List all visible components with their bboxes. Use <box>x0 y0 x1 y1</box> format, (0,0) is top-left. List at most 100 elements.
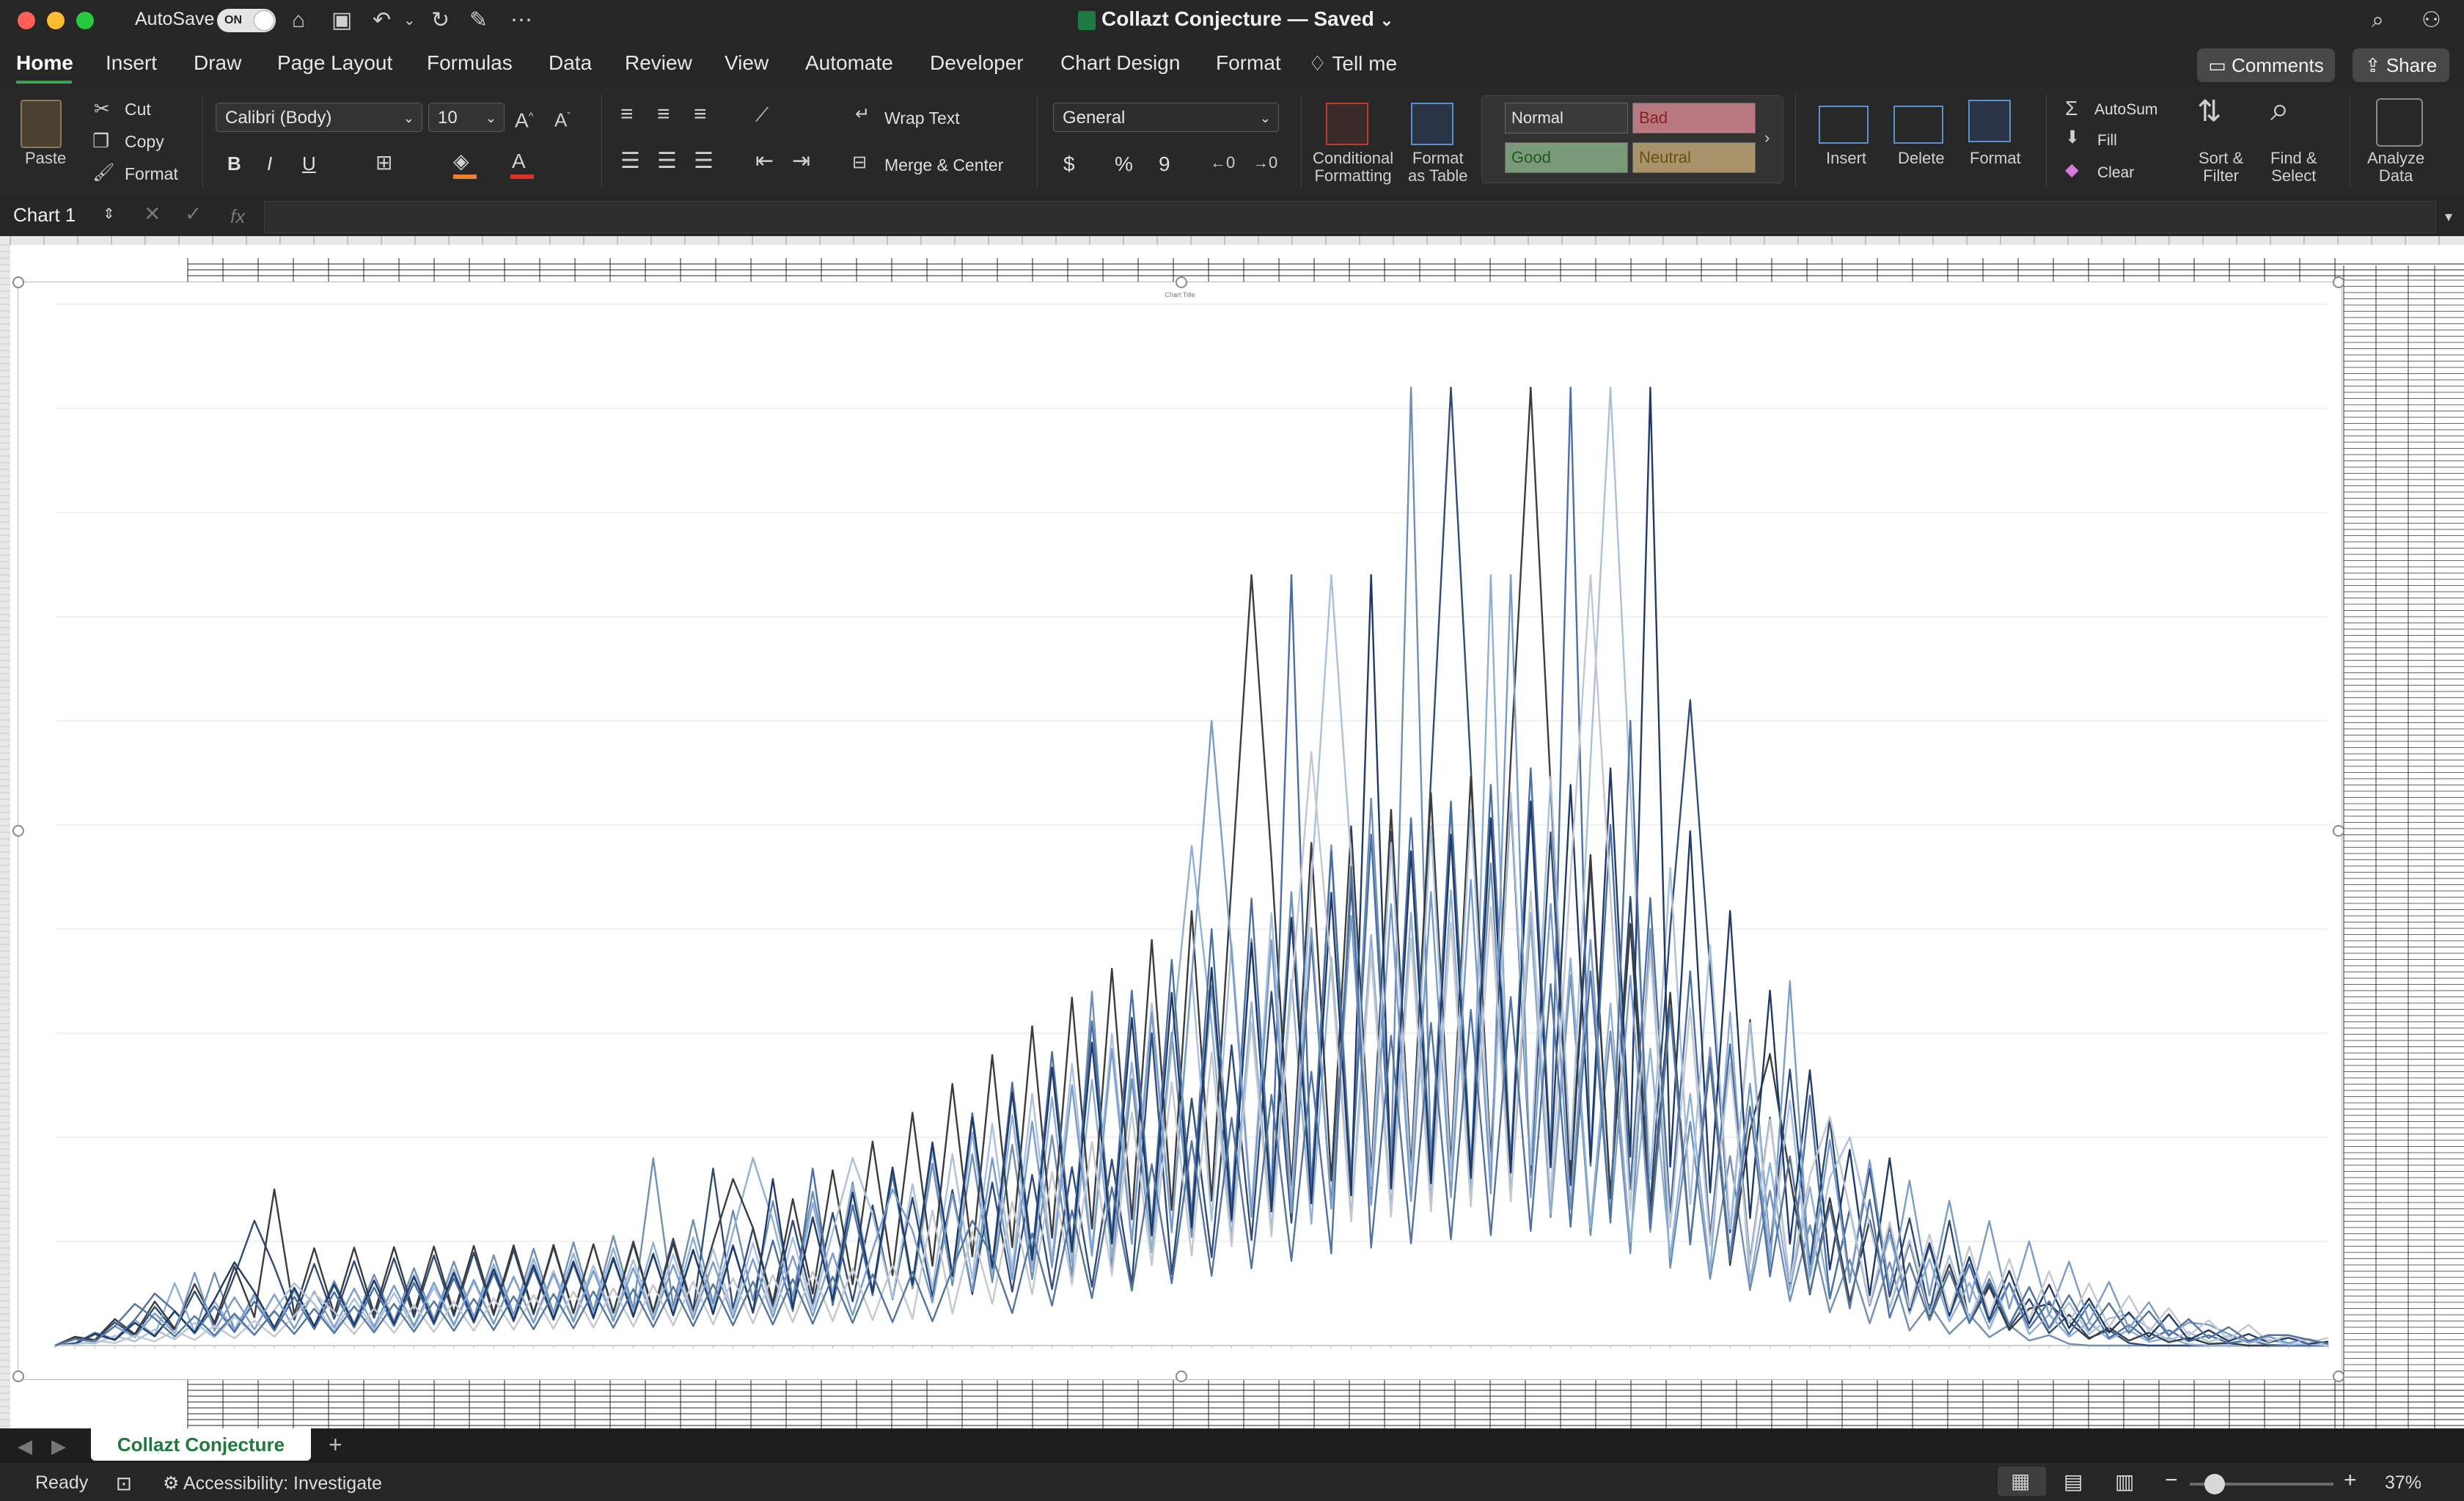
autosave-toggle[interactable]: ON <box>217 9 276 32</box>
style-normal[interactable]: Normal <box>1505 103 1628 133</box>
decrease-font-icon[interactable]: Aˇ <box>554 109 571 131</box>
resize-handle[interactable] <box>2333 1370 2344 1382</box>
tab-data[interactable]: Data <box>549 51 593 74</box>
align-middle-icon[interactable]: ≡ <box>657 102 670 126</box>
name-box-stepper-icon[interactable]: ⇕ <box>103 206 115 222</box>
fill-color-icon[interactable]: ◈ <box>453 150 469 172</box>
sort-filter-button[interactable]: Sort & Filter <box>2199 150 2243 185</box>
delete-cells-button[interactable]: Delete <box>1898 149 1945 167</box>
resize-handle[interactable] <box>1176 1370 1187 1382</box>
increase-indent-icon[interactable]: ⇥ <box>792 149 811 173</box>
name-box[interactable]: Chart 1 <box>13 204 76 226</box>
delete-cells-icon[interactable] <box>1893 106 1943 144</box>
italic-button[interactable]: I <box>267 153 273 175</box>
decrease-indent-icon[interactable]: ⇤ <box>755 149 774 173</box>
underline-button[interactable]: U <box>302 153 316 175</box>
chart-title[interactable]: Chart Title <box>1165 291 1195 298</box>
expand-formula-icon[interactable]: ▾ <box>2445 209 2453 225</box>
percent-button[interactable]: % <box>1115 153 1133 175</box>
format-cells-button[interactable]: Format <box>1970 149 2021 167</box>
decrease-decimal-icon[interactable]: →0 <box>1253 153 1278 172</box>
redo-icon[interactable]: ↻ <box>431 8 450 32</box>
formula-input[interactable] <box>264 201 2436 233</box>
tab-developer[interactable]: Developer <box>930 51 1024 74</box>
format-as-table-icon[interactable] <box>1411 103 1453 145</box>
borders-icon[interactable]: ⊞ <box>375 151 393 174</box>
align-bottom-icon[interactable]: ≡ <box>694 102 707 126</box>
font-size-select[interactable]: 10 ⌄ <box>428 103 505 132</box>
font-color-icon[interactable]: A <box>512 150 526 172</box>
page-layout-view-icon[interactable]: ▤ <box>2064 1470 2083 1493</box>
resize-handle[interactable] <box>12 1370 24 1382</box>
analyze-data-button[interactable]: Analyze Data <box>2367 150 2424 185</box>
confirm-entry-icon[interactable]: ✓ <box>185 202 202 225</box>
style-bad[interactable]: Bad <box>1632 103 1756 133</box>
next-sheet-icon[interactable]: ▶ <box>51 1435 66 1457</box>
undo-icon[interactable]: ↶ <box>373 8 392 32</box>
close-window-button[interactable] <box>18 12 35 29</box>
format-as-table-button[interactable]: Format as Table <box>1408 150 1468 185</box>
resize-handle[interactable] <box>1176 276 1187 288</box>
tab-format[interactable]: Format <box>1216 51 1281 74</box>
tab-chart-design[interactable]: Chart Design <box>1060 51 1181 74</box>
chart-area[interactable]: Chart Title <box>12 276 2344 1382</box>
fill-button[interactable]: Fill <box>2097 132 2117 149</box>
zoom-slider-thumb[interactable] <box>2204 1474 2225 1494</box>
zoom-out-icon[interactable]: − <box>2165 1468 2178 1492</box>
add-sheet-icon[interactable]: + <box>329 1431 342 1458</box>
resize-handle[interactable] <box>12 276 24 288</box>
comma-button[interactable]: 9 <box>1159 153 1170 175</box>
wrap-text-button[interactable]: Wrap Text <box>884 109 960 128</box>
analyze-data-icon[interactable] <box>2376 98 2423 147</box>
tab-insert[interactable]: Insert <box>106 51 158 74</box>
resize-handle[interactable] <box>2333 825 2344 837</box>
format-painter-icon[interactable]: 🖌 <box>92 163 115 183</box>
format-cells-icon[interactable] <box>1968 100 2011 142</box>
orientation-icon[interactable]: ⟋ <box>755 103 769 125</box>
more-icon[interactable]: ⋯ <box>510 8 532 32</box>
zoom-in-icon[interactable]: + <box>2344 1468 2357 1492</box>
autosum-button[interactable]: AutoSum <box>2094 101 2158 118</box>
tab-review[interactable]: Review <box>625 51 692 74</box>
tab-automate[interactable]: Automate <box>805 51 893 74</box>
cut-button[interactable]: Cut <box>125 100 151 119</box>
currency-button[interactable]: $ <box>1063 153 1075 175</box>
zoom-window-button[interactable] <box>76 12 94 29</box>
align-left-icon[interactable]: ☰ <box>620 149 640 173</box>
tab-view[interactable]: View <box>725 51 769 74</box>
accessibility-status[interactable]: ⚙ Accessibility: Investigate <box>163 1472 382 1494</box>
format-painter-button[interactable]: Format <box>125 164 178 183</box>
align-top-icon[interactable]: ≡ <box>620 102 634 126</box>
save-icon[interactable]: ▣ <box>331 8 353 32</box>
tab-draw[interactable]: Draw <box>194 51 242 74</box>
prev-sheet-icon[interactable]: ◀ <box>18 1435 32 1457</box>
normal-view-button[interactable]: ▦ <box>1998 1467 2046 1496</box>
share-button[interactable]: ⇪ Share <box>2353 48 2449 82</box>
align-right-icon[interactable]: ☰ <box>694 149 714 173</box>
undo-dropdown-icon[interactable]: ⌄ <box>403 12 416 29</box>
paste-icon[interactable] <box>21 100 62 148</box>
align-center-icon[interactable]: ☰ <box>657 149 677 173</box>
paste-button[interactable]: Paste <box>25 149 67 167</box>
increase-font-icon[interactable]: A^ <box>515 109 534 132</box>
resize-handle[interactable] <box>12 825 24 837</box>
conditional-formatting-button[interactable]: Conditional Formatting <box>1313 150 1393 185</box>
insert-cells-button[interactable]: Insert <box>1826 149 1867 167</box>
tell-me[interactable]: ♢ Tell me <box>1308 51 1397 76</box>
document-title[interactable]: Collazt Conjecture — Saved ⌄ <box>1078 7 1393 31</box>
sort-filter-icon[interactable]: ⇅ <box>2197 95 2222 128</box>
cut-icon[interactable]: ✂ <box>94 98 110 120</box>
find-select-button[interactable]: Find & Select <box>2270 150 2317 185</box>
sheet-tab-collazt-conjecture[interactable]: Collazt Conjecture <box>91 1428 311 1461</box>
tab-page-layout[interactable]: Page Layout <box>277 51 393 74</box>
zoom-slider-track[interactable] <box>2190 1483 2333 1486</box>
page-break-view-icon[interactable]: ▥ <box>2115 1470 2135 1493</box>
font-name-select[interactable]: Calibri (Body) ⌄ <box>216 103 422 132</box>
tab-formulas[interactable]: Formulas <box>427 51 513 74</box>
minimize-window-button[interactable] <box>47 12 65 29</box>
tab-home[interactable]: Home <box>16 51 73 74</box>
copy-icon[interactable]: ❐ <box>92 130 110 152</box>
increase-decimal-icon[interactable]: ←0 <box>1210 153 1236 172</box>
zoom-level[interactable]: 37% <box>2385 1472 2422 1493</box>
style-good[interactable]: Good <box>1505 142 1628 173</box>
